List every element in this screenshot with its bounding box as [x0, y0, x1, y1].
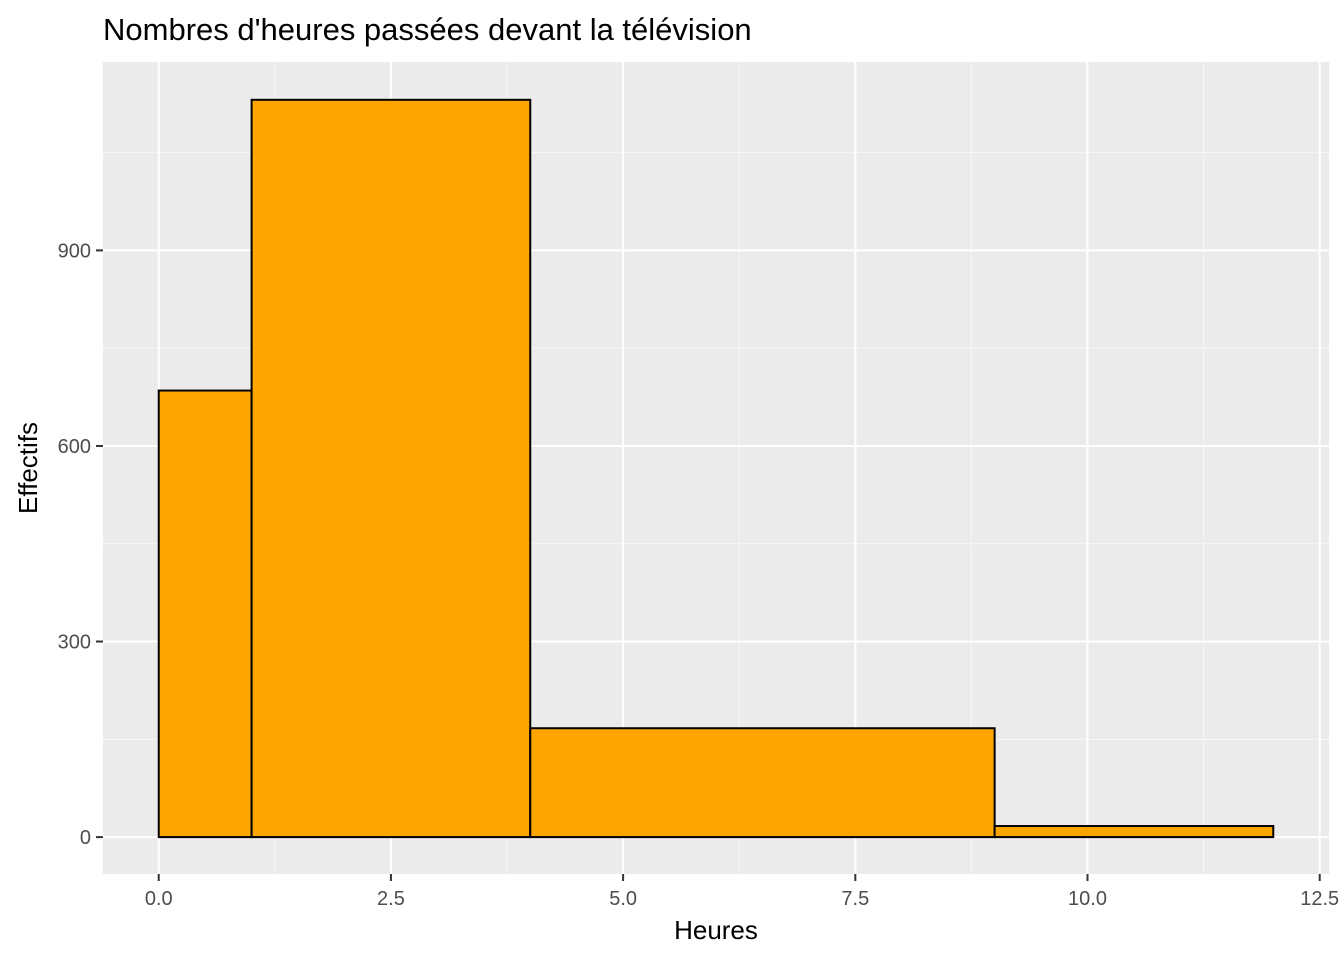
x-axis-ticks: 0.0 2.5 5.0 7.5 10.0 12.5 — [145, 874, 1339, 910]
histogram-bar — [529, 727, 996, 839]
histogram-bar — [250, 98, 532, 839]
y-axis-title: Effectifs — [13, 422, 43, 514]
chart-title: Nombres d'heures passées devant la télév… — [103, 12, 752, 47]
x-tick-label: 10.0 — [1068, 888, 1107, 910]
y-axis-ticks: 0 300 600 900 — [58, 240, 103, 849]
x-tick-label: 2.5 — [377, 888, 405, 910]
y-tick-label: 0 — [80, 827, 91, 849]
histogram-bar — [157, 389, 253, 839]
x-axis-title: Heures — [674, 915, 758, 945]
x-tick-label: 0.0 — [145, 888, 173, 910]
x-tick-label: 12.5 — [1300, 888, 1339, 910]
y-tick-label: 600 — [58, 436, 91, 458]
x-tick-label: 5.0 — [609, 888, 637, 910]
x-tick-label: 7.5 — [841, 888, 869, 910]
histogram-bar — [993, 825, 1275, 839]
y-tick-label: 900 — [58, 240, 91, 262]
y-tick-label: 300 — [58, 632, 91, 654]
histogram-bars — [157, 98, 1275, 839]
